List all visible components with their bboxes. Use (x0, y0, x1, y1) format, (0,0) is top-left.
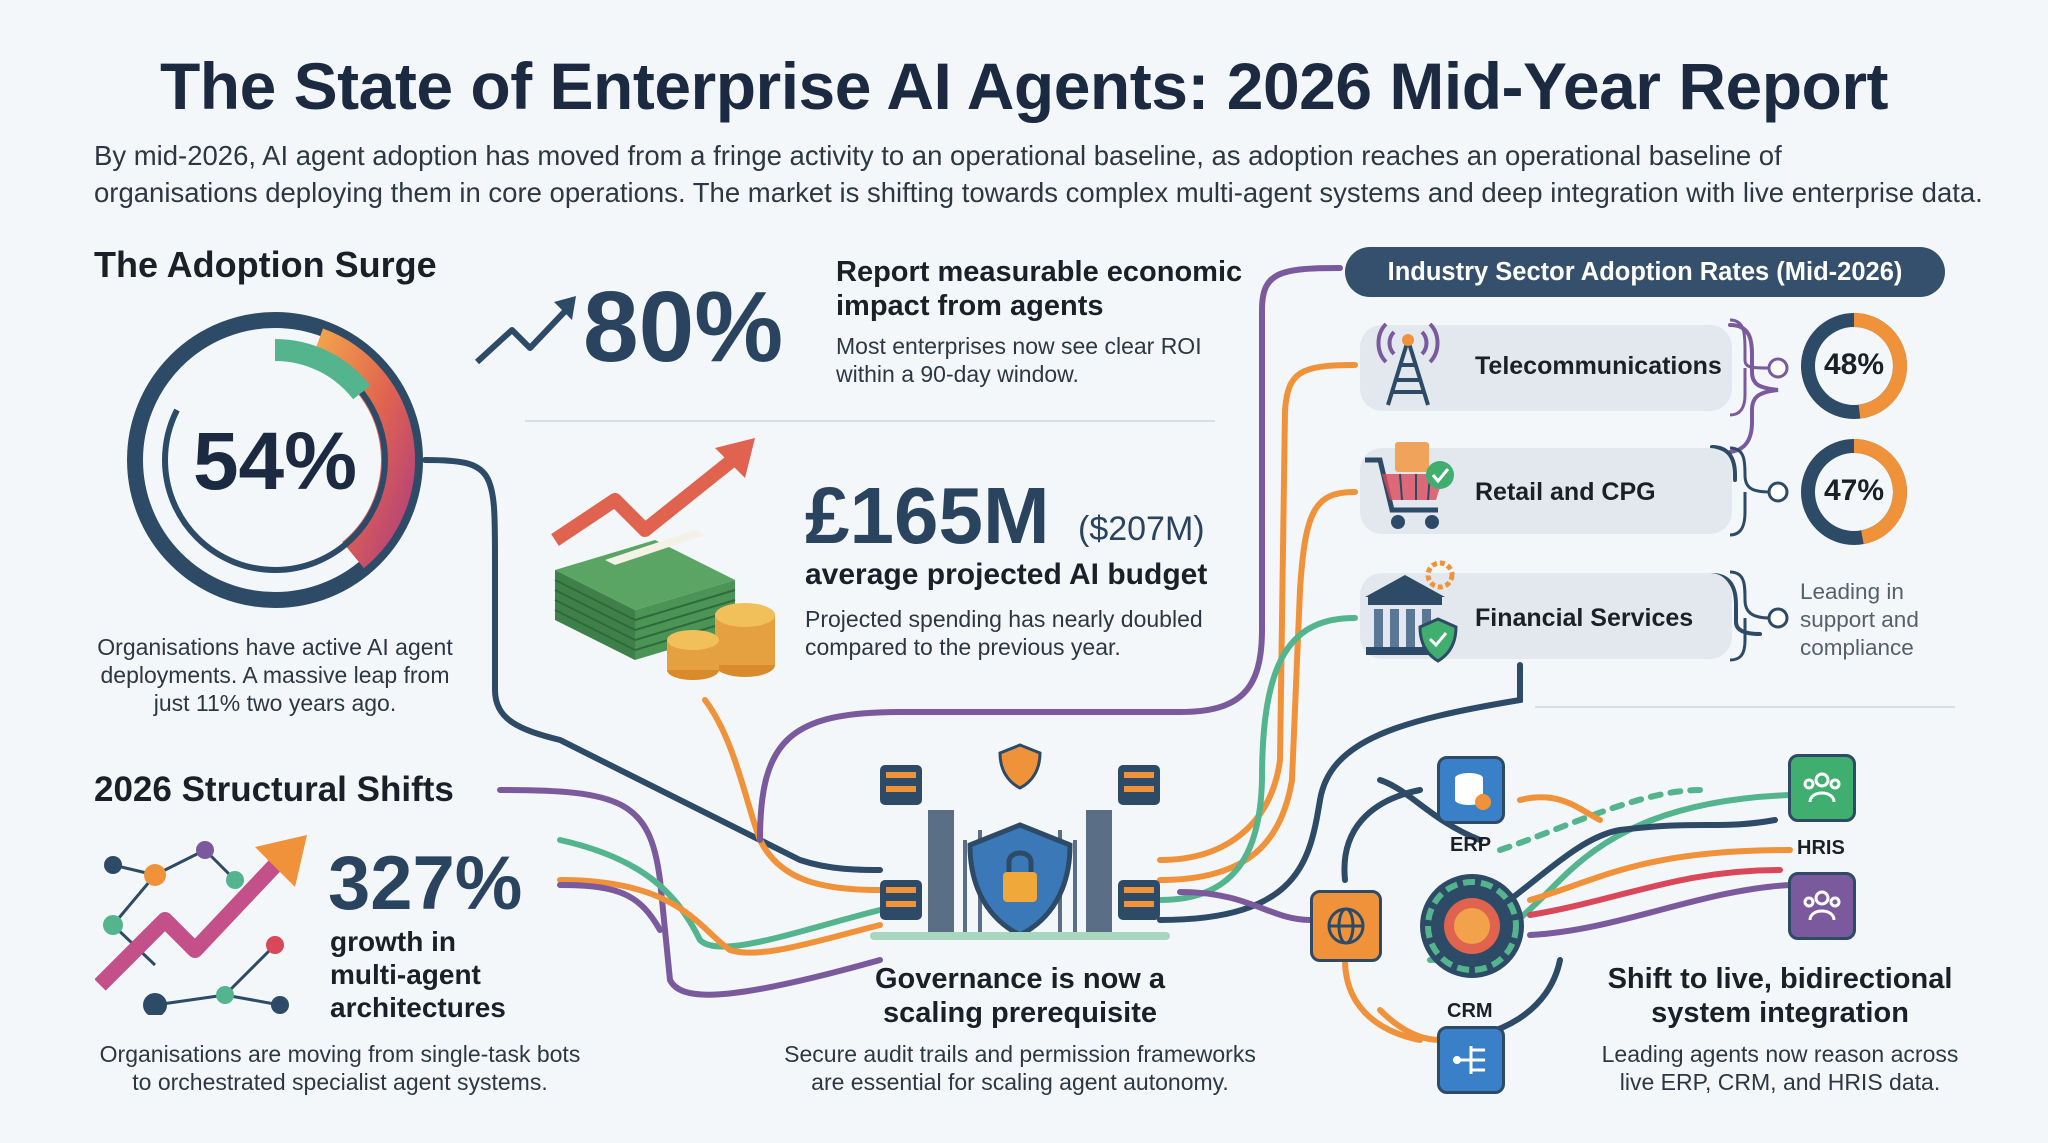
erp-database-icon (1437, 756, 1505, 824)
divider-right (1535, 706, 1955, 708)
retail-ring (1801, 439, 1907, 545)
erp-label: ERP (1450, 834, 1492, 856)
impact-value: 80% (583, 271, 784, 383)
budget-usd: ($207M) (1078, 510, 1205, 548)
intro-line-2: organisations deploying them in core ope… (94, 177, 1983, 208)
globe-icon (1310, 890, 1382, 962)
shifts-label-1: growth in (330, 926, 456, 957)
sector-note-2: support and (1800, 607, 1919, 632)
crm-label: CRM (1447, 1000, 1493, 1022)
sector-note-1: Leading in (1800, 579, 1904, 604)
adoption-value: 54% (192, 416, 358, 507)
ai-core-icon (1420, 874, 1524, 978)
integration-title-1: Shift to live, bidirectional (1607, 963, 1953, 995)
trend-up-icon (474, 296, 576, 365)
budget-value: £165M (805, 471, 1050, 560)
hris-label: HRIS (1797, 837, 1845, 859)
shifts-heading: 2026 Structural Shifts (94, 770, 454, 809)
shopping-cart-icon (1365, 442, 1454, 529)
sector-note-3: compliance (1800, 635, 1914, 660)
governance-desc-2: are essential for scaling agent autonomy… (811, 1069, 1229, 1095)
divider-top (525, 420, 1215, 422)
cell-tower-icon (1376, 322, 1440, 406)
sector-chart-heading: Industry Sector Adoption Rates (Mid-2026… (1345, 247, 1945, 297)
impact-title-1: Report measurable economic (836, 256, 1243, 288)
sector-label-telecom: Telecommunications (1475, 352, 1722, 380)
sector-label-retail: Retail and CPG (1475, 478, 1656, 506)
hris-team-icon (1788, 754, 1856, 822)
integration-title-2: system integration (1651, 997, 1909, 1029)
integration-desc-1: Leading agents now reason across (1601, 1041, 1959, 1067)
adoption-desc-2: deployments. A massive leap from (100, 662, 450, 688)
shifts-desc-1: Organisations are moving from single-tas… (99, 1041, 581, 1067)
network-growth-icon (95, 835, 307, 1015)
intro-line-1: By mid-2026, AI agent adoption has moved… (94, 140, 1782, 171)
bank-icon (1365, 560, 1458, 663)
crm-workflow-icon (1437, 1026, 1505, 1094)
sector-label-financial: Financial Services (1475, 604, 1694, 632)
governance-title-2: scaling prerequisite (883, 997, 1157, 1029)
budget-desc-1: Projected spending has nearly doubled (805, 606, 1203, 632)
security-gate-icon (870, 743, 1170, 940)
adoption-heading: The Adoption Surge (94, 244, 437, 285)
shifts-value: 327% (328, 841, 523, 926)
shifts-label-2: multi-agent (330, 959, 481, 990)
budget-desc-2: compared to the previous year. (805, 634, 1121, 660)
sector-value-retail: 47% (1823, 474, 1885, 507)
sector-value-telecom: 48% (1823, 348, 1885, 381)
impact-desc-2: within a 90-day window. (836, 361, 1079, 387)
impact-title-2: impact from agents (836, 290, 1104, 322)
sector-card-telecom (1360, 325, 1732, 411)
adoption-desc-3: just 11% two years ago. (153, 690, 397, 716)
budget-label: average projected AI budget (805, 558, 1208, 591)
adoption-desc-1: Organisations have active AI agent (97, 634, 453, 660)
shifts-desc-2: to orchestrated specialist agent systems… (132, 1069, 548, 1095)
adoption-donut (127, 312, 423, 608)
governance-desc-1: Secure audit trails and permission frame… (784, 1041, 1256, 1067)
impact-desc-1: Most enterprises now see clear ROI (836, 333, 1202, 359)
integration-desc-2: live ERP, CRM, and HRIS data. (1619, 1069, 1941, 1095)
telecom-ring (1801, 313, 1907, 419)
hris-people-icon (1788, 872, 1856, 940)
shifts-label-3: architectures (330, 992, 506, 1023)
money-stack-icon (551, 438, 775, 680)
page-title: The State of Enterprise AI Agents: 2026 … (159, 49, 1889, 123)
governance-title-1: Governance is now a (874, 963, 1166, 995)
